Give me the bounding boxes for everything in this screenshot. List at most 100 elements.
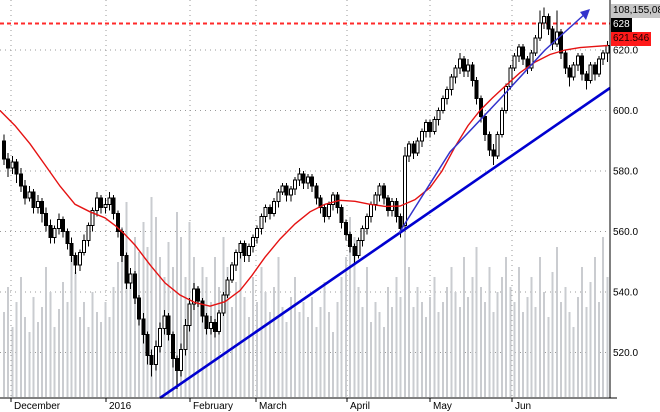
- volume-bar: [593, 257, 596, 397]
- candle-body: [229, 264, 234, 281]
- volume-bar: [302, 302, 305, 397]
- volume-bar: [3, 312, 5, 397]
- volume-bar: [281, 307, 284, 397]
- candle-body: [293, 179, 298, 190]
- candle-body: [208, 321, 213, 329]
- candle-body: [111, 197, 116, 214]
- candle-body: [478, 97, 483, 118]
- long-uptrend-line: [159, 86, 611, 400]
- candle-body: [597, 58, 602, 75]
- volume-bar: [454, 292, 457, 397]
- candle-body: [69, 243, 74, 257]
- candle-body: [191, 288, 196, 305]
- volume-bar: [116, 262, 119, 397]
- candle-body: [352, 246, 357, 257]
- volume-bar: [268, 312, 271, 397]
- candle-body: [326, 203, 331, 217]
- volume-bar: [576, 297, 579, 397]
- volume-bar: [70, 257, 73, 397]
- volume-bar: [395, 277, 398, 397]
- volume-bar: [336, 302, 339, 397]
- candle-body: [128, 273, 133, 284]
- candle-body: [225, 279, 230, 296]
- last-price-badge: 621.546: [611, 32, 652, 46]
- candle-body: [575, 55, 580, 66]
- steep-uptrend-line: [398, 12, 587, 234]
- volume-bar: [146, 247, 149, 397]
- volume-bar: [108, 317, 111, 397]
- candle-body: [521, 46, 526, 60]
- candle-body: [103, 203, 108, 208]
- volume-bar: [513, 302, 516, 397]
- volume-bar: [87, 327, 90, 397]
- volume-bar: [197, 287, 200, 397]
- candle-body: [221, 294, 226, 314]
- volume-bar: [53, 327, 56, 397]
- volume-bar: [306, 317, 309, 397]
- volume-bar: [83, 302, 86, 397]
- candle-body: [512, 55, 517, 69]
- candle-body: [356, 240, 361, 257]
- volume-bar: [522, 312, 525, 397]
- volume-bar: [235, 282, 238, 397]
- candle-body: [432, 119, 437, 133]
- volume-bar: [408, 267, 411, 397]
- volume-bar: [496, 292, 499, 397]
- candle-body: [10, 161, 15, 169]
- volume-bar: [19, 277, 22, 397]
- y-axis-label: 520.0: [613, 348, 638, 359]
- candle-body: [559, 31, 564, 54]
- candle-body: [508, 67, 513, 87]
- volume-bar: [323, 282, 326, 397]
- volume-bar: [154, 217, 157, 397]
- candle-body: [605, 44, 610, 54]
- volume-bar: [243, 297, 246, 397]
- volume-bar: [7, 287, 10, 397]
- trend-arrow-icon: [580, 9, 590, 20]
- candle-body: [377, 185, 382, 196]
- candle-body: [259, 215, 264, 229]
- candle-body: [44, 212, 49, 226]
- candle-body: [73, 255, 78, 266]
- volume-bar: [11, 327, 14, 397]
- volume-bar: [32, 297, 35, 397]
- candle-body: [495, 134, 500, 157]
- volume-bar: [479, 287, 482, 397]
- candle-body: [276, 191, 281, 202]
- candle-body: [364, 215, 369, 229]
- x-axis-label: April: [350, 401, 370, 412]
- volume-bar: [45, 267, 48, 397]
- candle-body: [474, 79, 479, 99]
- candle-body: [52, 227, 57, 239]
- candle-body: [35, 200, 40, 208]
- candle-body: [348, 234, 353, 248]
- candle-body: [99, 197, 104, 208]
- y-axis-label: 600.0: [613, 106, 638, 117]
- candle-body: [137, 297, 142, 320]
- candle-body: [411, 143, 416, 154]
- volume-bar: [327, 312, 330, 397]
- volume-bar: [458, 307, 461, 397]
- candle-body: [537, 22, 542, 39]
- volume-bar: [40, 307, 43, 397]
- volume-bar: [273, 287, 276, 397]
- volume-bar: [568, 312, 571, 397]
- candle-body: [322, 206, 327, 217]
- candle-body: [124, 255, 129, 284]
- x-axis-label: May: [433, 401, 452, 412]
- candle-body: [440, 97, 445, 112]
- candle-body: [499, 110, 504, 136]
- volume-bar: [572, 327, 575, 397]
- volume-bar: [433, 277, 436, 397]
- volume-bar: [129, 277, 132, 397]
- candle-body: [449, 76, 454, 90]
- candle-body: [204, 315, 209, 329]
- y-axis-label: 540.0: [613, 288, 638, 299]
- candle-body: [94, 197, 99, 211]
- candle-body: [419, 131, 424, 142]
- candle-body: [301, 173, 306, 184]
- x-axis-label: February: [193, 401, 233, 412]
- candle-body: [77, 252, 82, 266]
- volume-bar: [517, 267, 520, 397]
